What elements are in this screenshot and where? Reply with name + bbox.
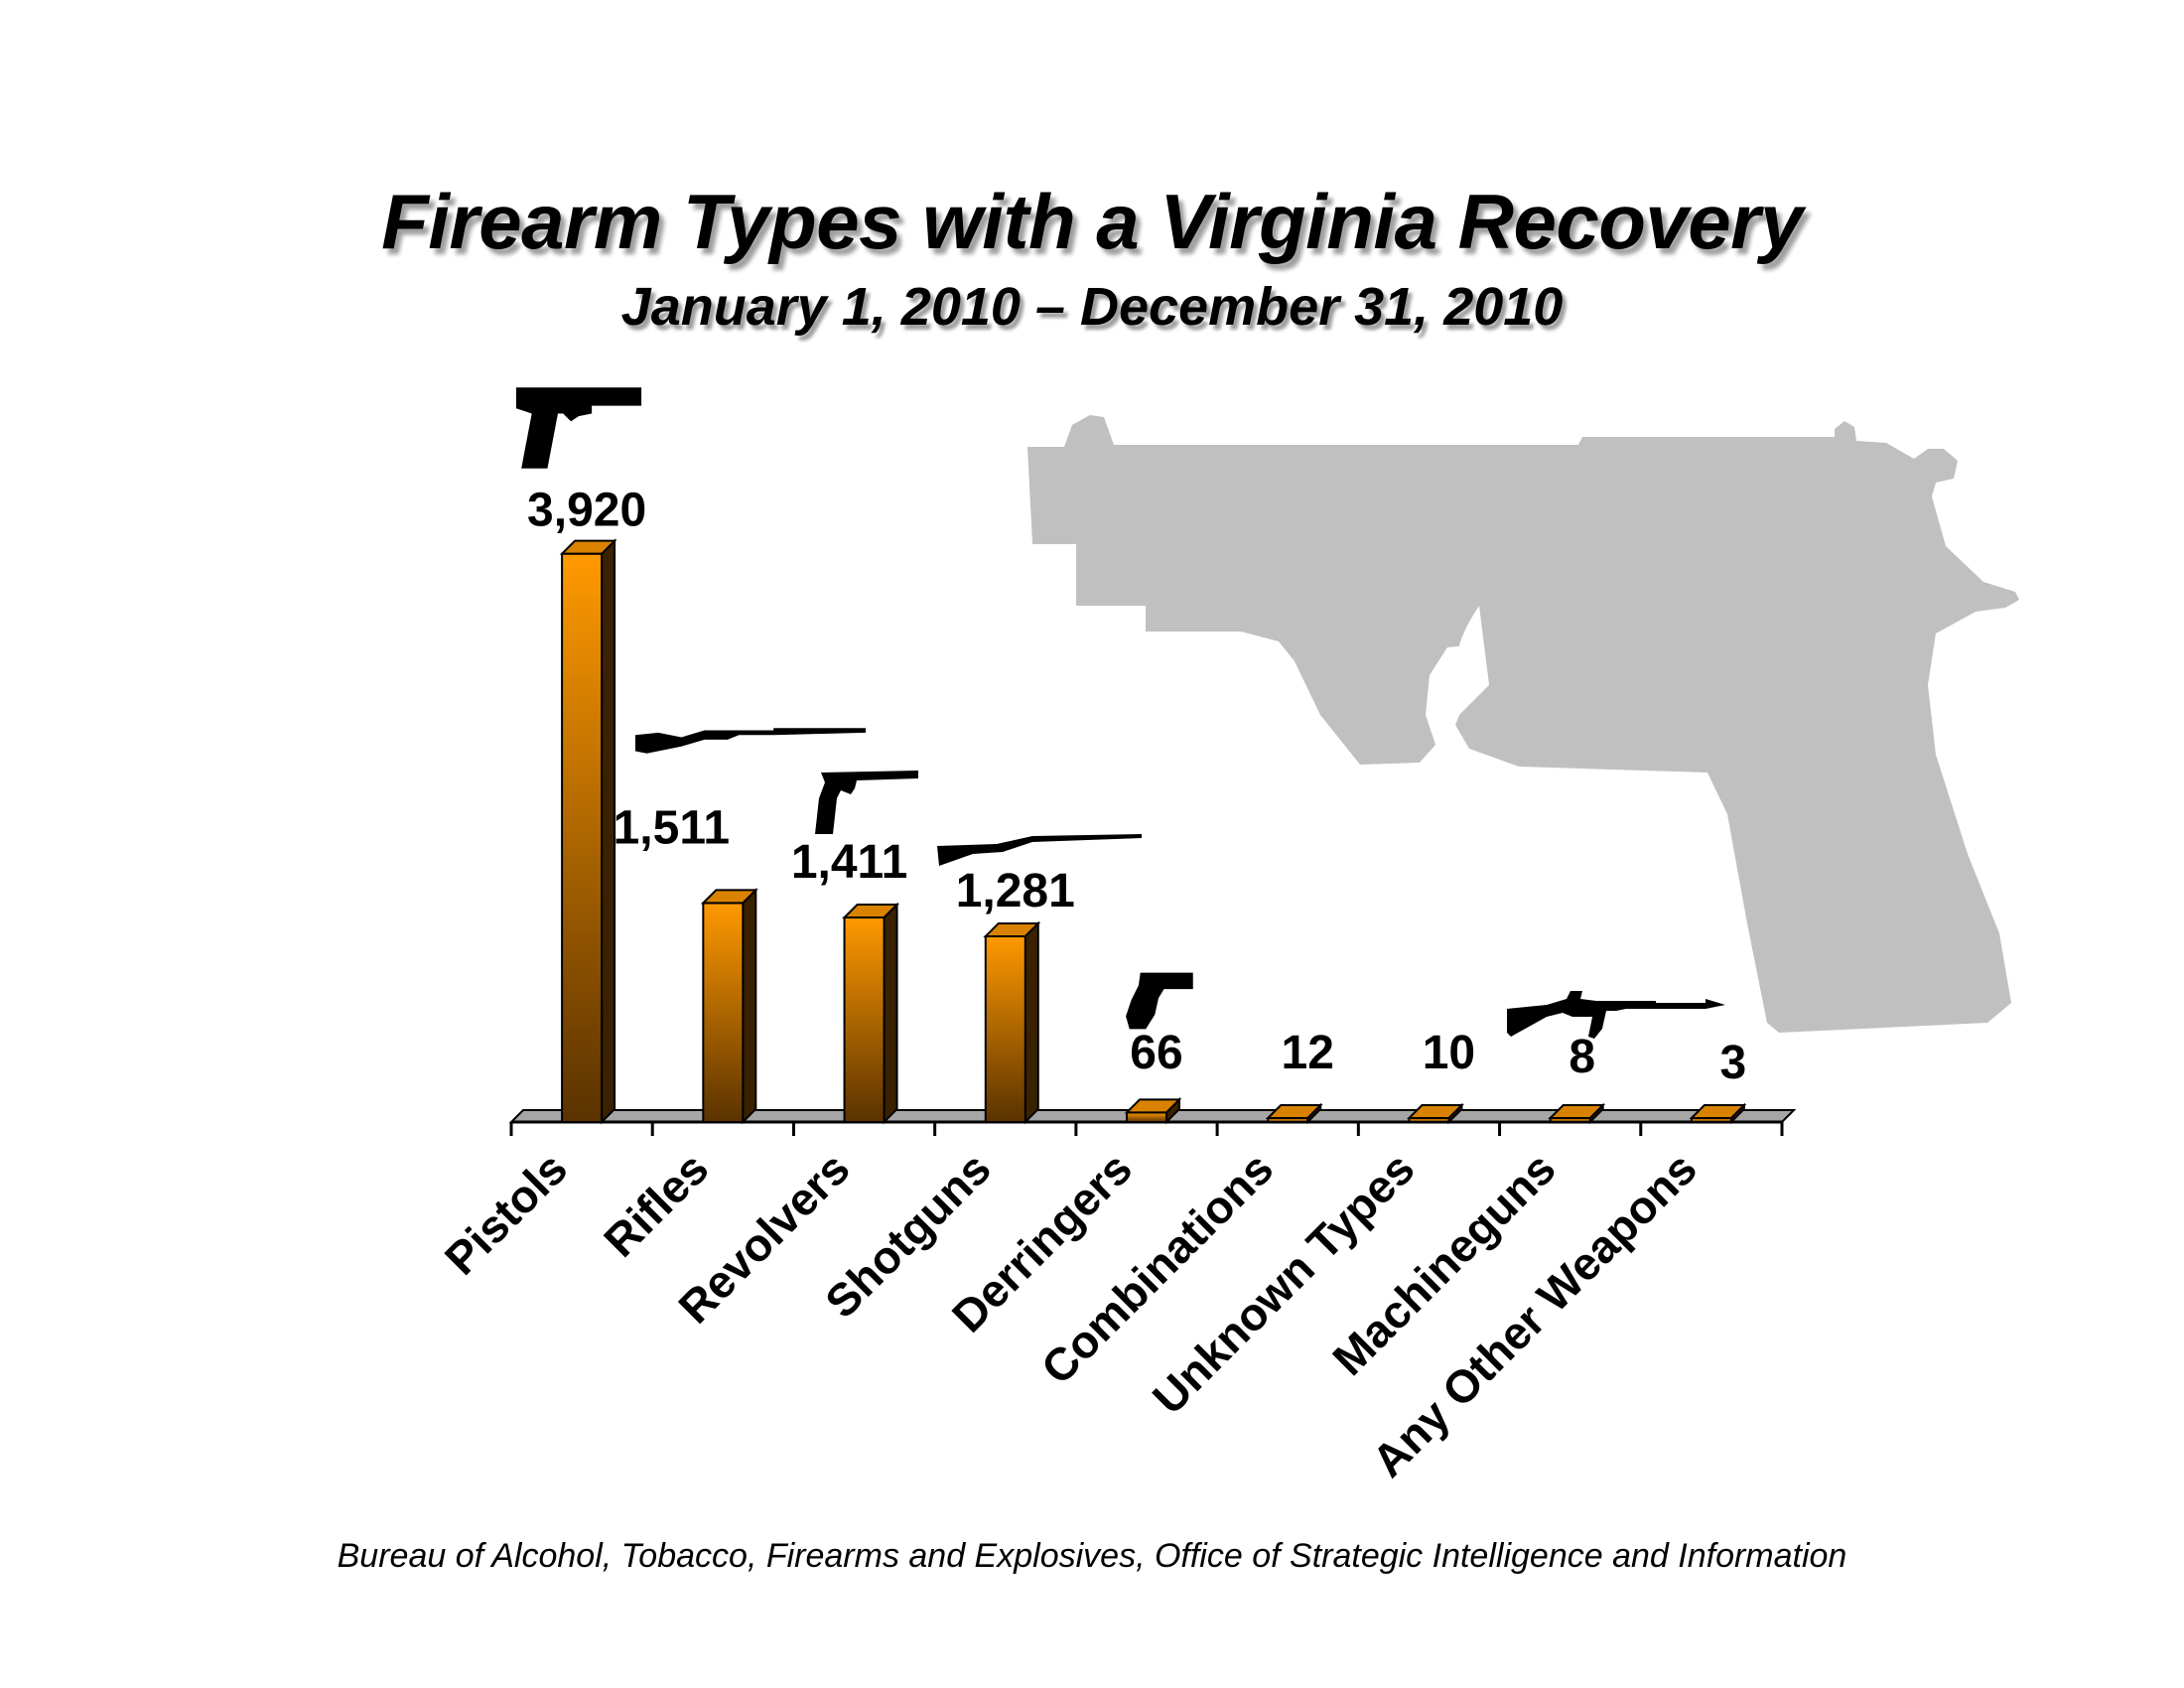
bar (1124, 1096, 1182, 1125)
bar-side (742, 887, 757, 1125)
value-label: 12 (1282, 1027, 1334, 1079)
revolver-icon (815, 771, 918, 834)
bar (983, 920, 1041, 1125)
value-label: 3,920 (527, 485, 646, 537)
derringer-icon (1126, 972, 1193, 1030)
bar-top (559, 539, 617, 555)
bar (559, 538, 617, 1125)
category-label: Rifles (594, 1142, 718, 1266)
bar (1407, 1102, 1464, 1125)
value-label: 1,281 (956, 865, 1075, 917)
x-axis-ticks (509, 1122, 1784, 1136)
bar-front (702, 902, 745, 1123)
bar (1689, 1102, 1747, 1125)
value-label: 1,411 (791, 836, 907, 889)
bars (559, 538, 1747, 1125)
value-label: 1,511 (614, 801, 730, 854)
rifle-icon (635, 728, 866, 754)
bar (842, 902, 899, 1125)
shotgun-icon (937, 834, 1142, 866)
bar-side (1024, 920, 1039, 1125)
bar-top (1124, 1098, 1182, 1114)
bar-top (983, 921, 1041, 937)
bar (1548, 1102, 1606, 1125)
category-labels: Pistols RiflesRevolversShotgunsDerringers… (435, 1142, 1706, 1486)
bar-side (883, 902, 898, 1125)
bar (1265, 1102, 1323, 1125)
chart-subtitle: January 1, 2010 – December 31, 2010 (620, 277, 1564, 337)
pistol-watermark-icon (1027, 415, 2019, 1033)
bar-front (843, 915, 886, 1124)
trigger-guard-cutout (1457, 606, 1489, 685)
value-label: 10 (1423, 1027, 1475, 1079)
category-label: Unknown Types (1143, 1142, 1425, 1424)
value-label: 66 (1130, 1027, 1182, 1079)
bar-top (1407, 1104, 1464, 1119)
category-label: Pistols (435, 1142, 577, 1284)
pistol-icon (515, 387, 642, 469)
bar-top (1265, 1104, 1323, 1119)
chart-title: Firearm Types with a Virginia Recovery (381, 178, 1803, 265)
bar-top (700, 889, 758, 905)
bar-front (1126, 1111, 1167, 1124)
value-labels: 3,920 1,511 1,411 1,281 66 12 10 8 3 (527, 485, 1746, 1089)
value-label: 3 (1720, 1037, 1747, 1089)
bar-top (1689, 1104, 1747, 1119)
bar-top (1548, 1104, 1606, 1119)
bar (700, 887, 758, 1125)
source-note: Bureau of Alcohol, Tobacco, Firearms and… (337, 1537, 1847, 1575)
bar-front (984, 934, 1026, 1123)
machinegun-icon (1507, 991, 1725, 1039)
value-label: 8 (1569, 1031, 1595, 1083)
bar-front (561, 552, 604, 1123)
bar-top (842, 903, 899, 918)
